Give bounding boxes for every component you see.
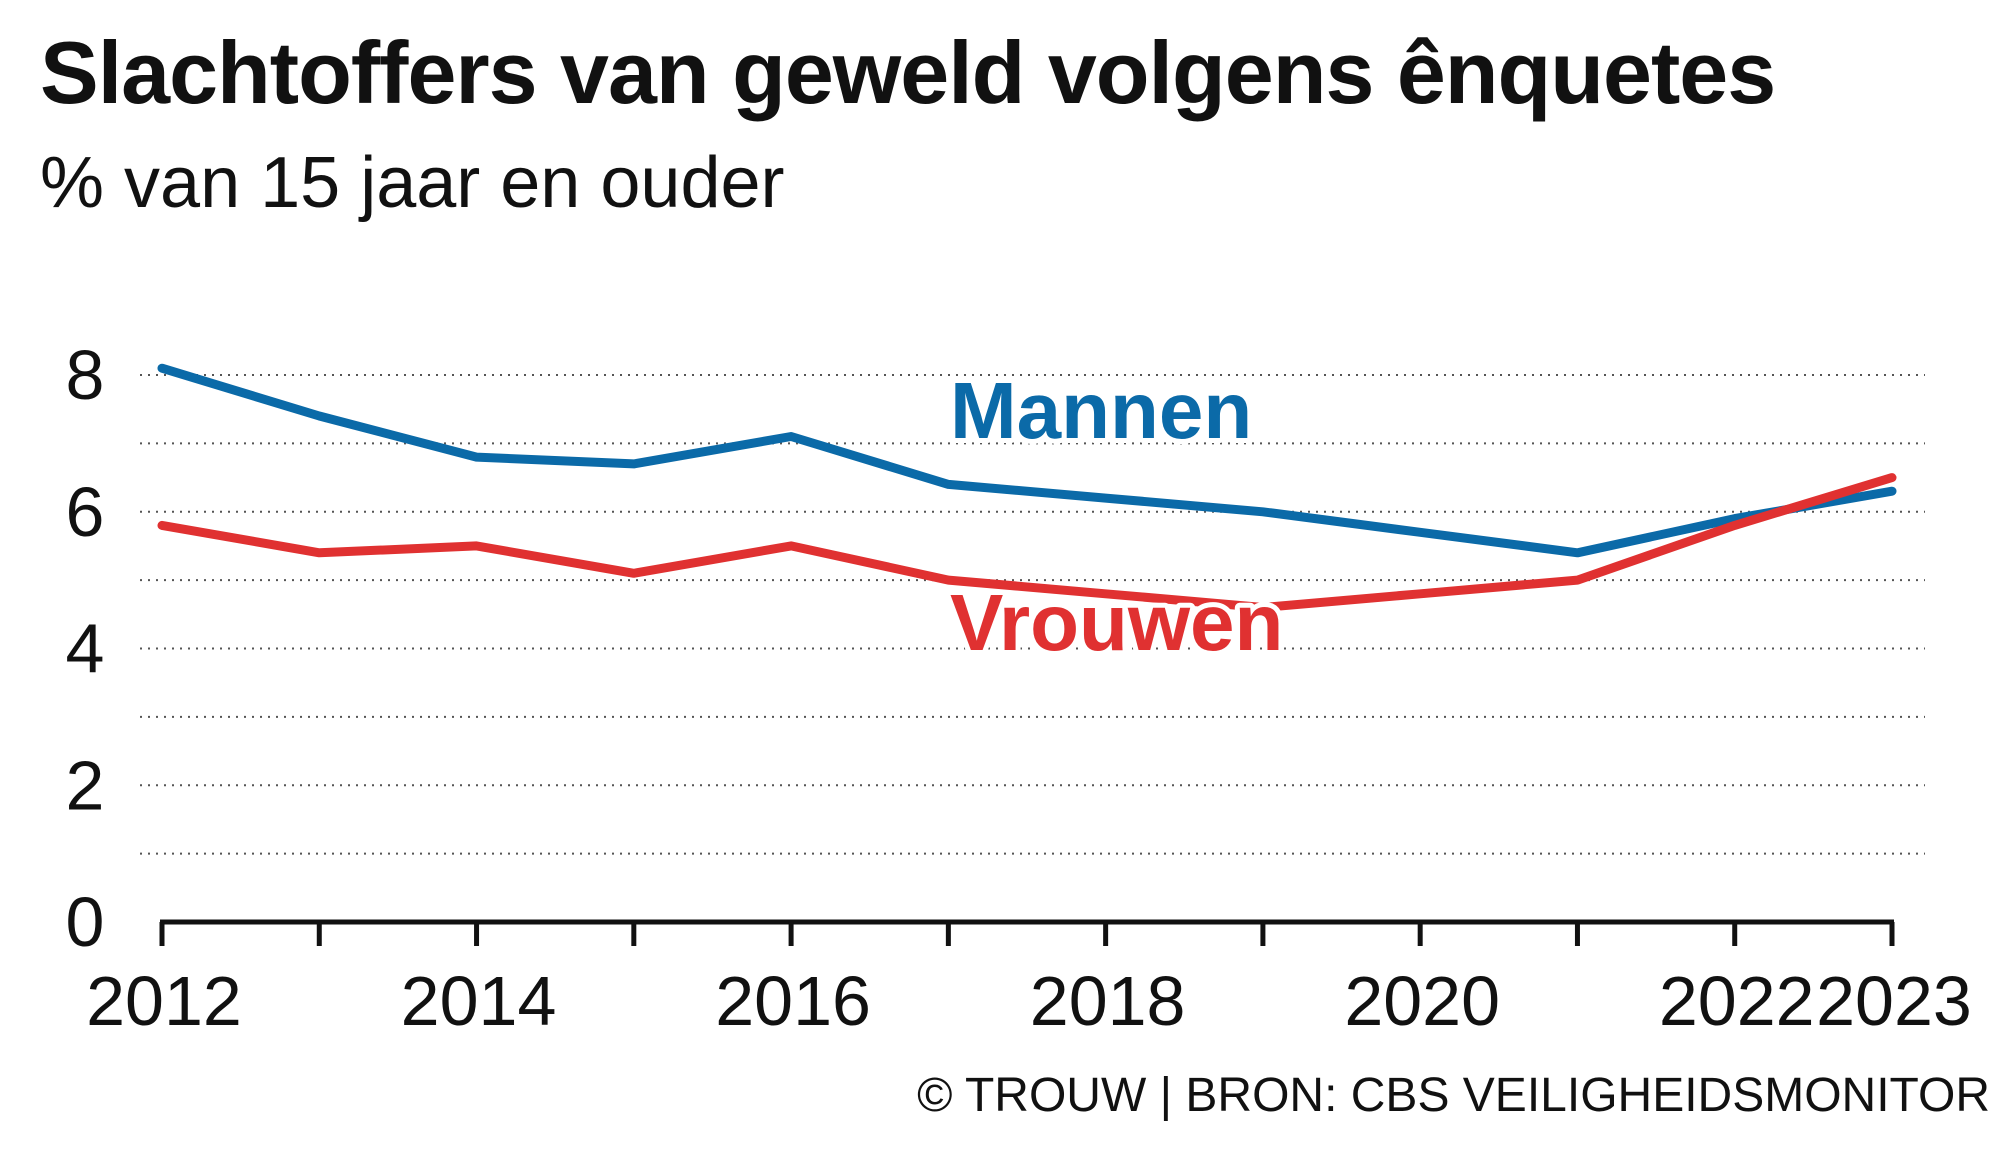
x-tick-label: 2020	[1344, 962, 1500, 1040]
x-tick-label: 2012	[86, 962, 242, 1040]
x-tick-label: 2016	[715, 962, 871, 1040]
series-lines	[157, 363, 1897, 612]
series-label-vrouwen: Vrouwen	[950, 578, 1283, 667]
y-tick-label: 6	[66, 473, 105, 551]
source-credit: © TROUW | BRON: CBS VEILIGHEIDSMONITOR	[917, 1069, 1990, 1122]
y-tick-label: 4	[66, 610, 105, 688]
y-tick-label: 2	[66, 746, 105, 824]
x-axis: 2012 2014 2016 2018 2020 2022 2023	[86, 919, 1972, 1040]
x-tick-label: 2022	[1659, 962, 1815, 1040]
x-tick-label: 2023	[1816, 962, 1972, 1040]
y-tick-label: 8	[66, 336, 105, 414]
x-tick-label: 2014	[401, 962, 557, 1040]
series-line-mannen	[157, 363, 1897, 558]
chart-title: Slachtoffers van geweld volgens ênquetes	[40, 23, 1776, 122]
y-tick-label: 0	[66, 883, 105, 961]
y-axis-ticks: 0 2 4 6 8	[66, 336, 105, 961]
series-line-vrouwen	[157, 473, 1897, 612]
series-labels: Mannen Vrouwen	[945, 361, 1288, 672]
series-label-mannen: Mannen	[950, 366, 1252, 455]
x-tick-label: 2018	[1030, 962, 1186, 1040]
chart-subtitle: % van 15 jaar en ouder	[40, 143, 785, 223]
